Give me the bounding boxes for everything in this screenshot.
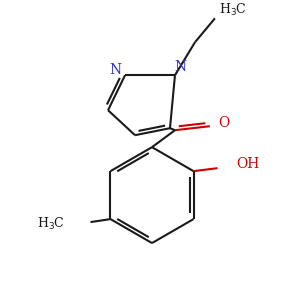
Text: OH: OH [236, 157, 259, 171]
Text: H$_3$C: H$_3$C [219, 2, 247, 18]
Text: N: N [109, 63, 121, 77]
Text: O: O [218, 116, 230, 130]
Text: N: N [174, 60, 186, 74]
Text: H$_3$C: H$_3$C [37, 216, 64, 232]
